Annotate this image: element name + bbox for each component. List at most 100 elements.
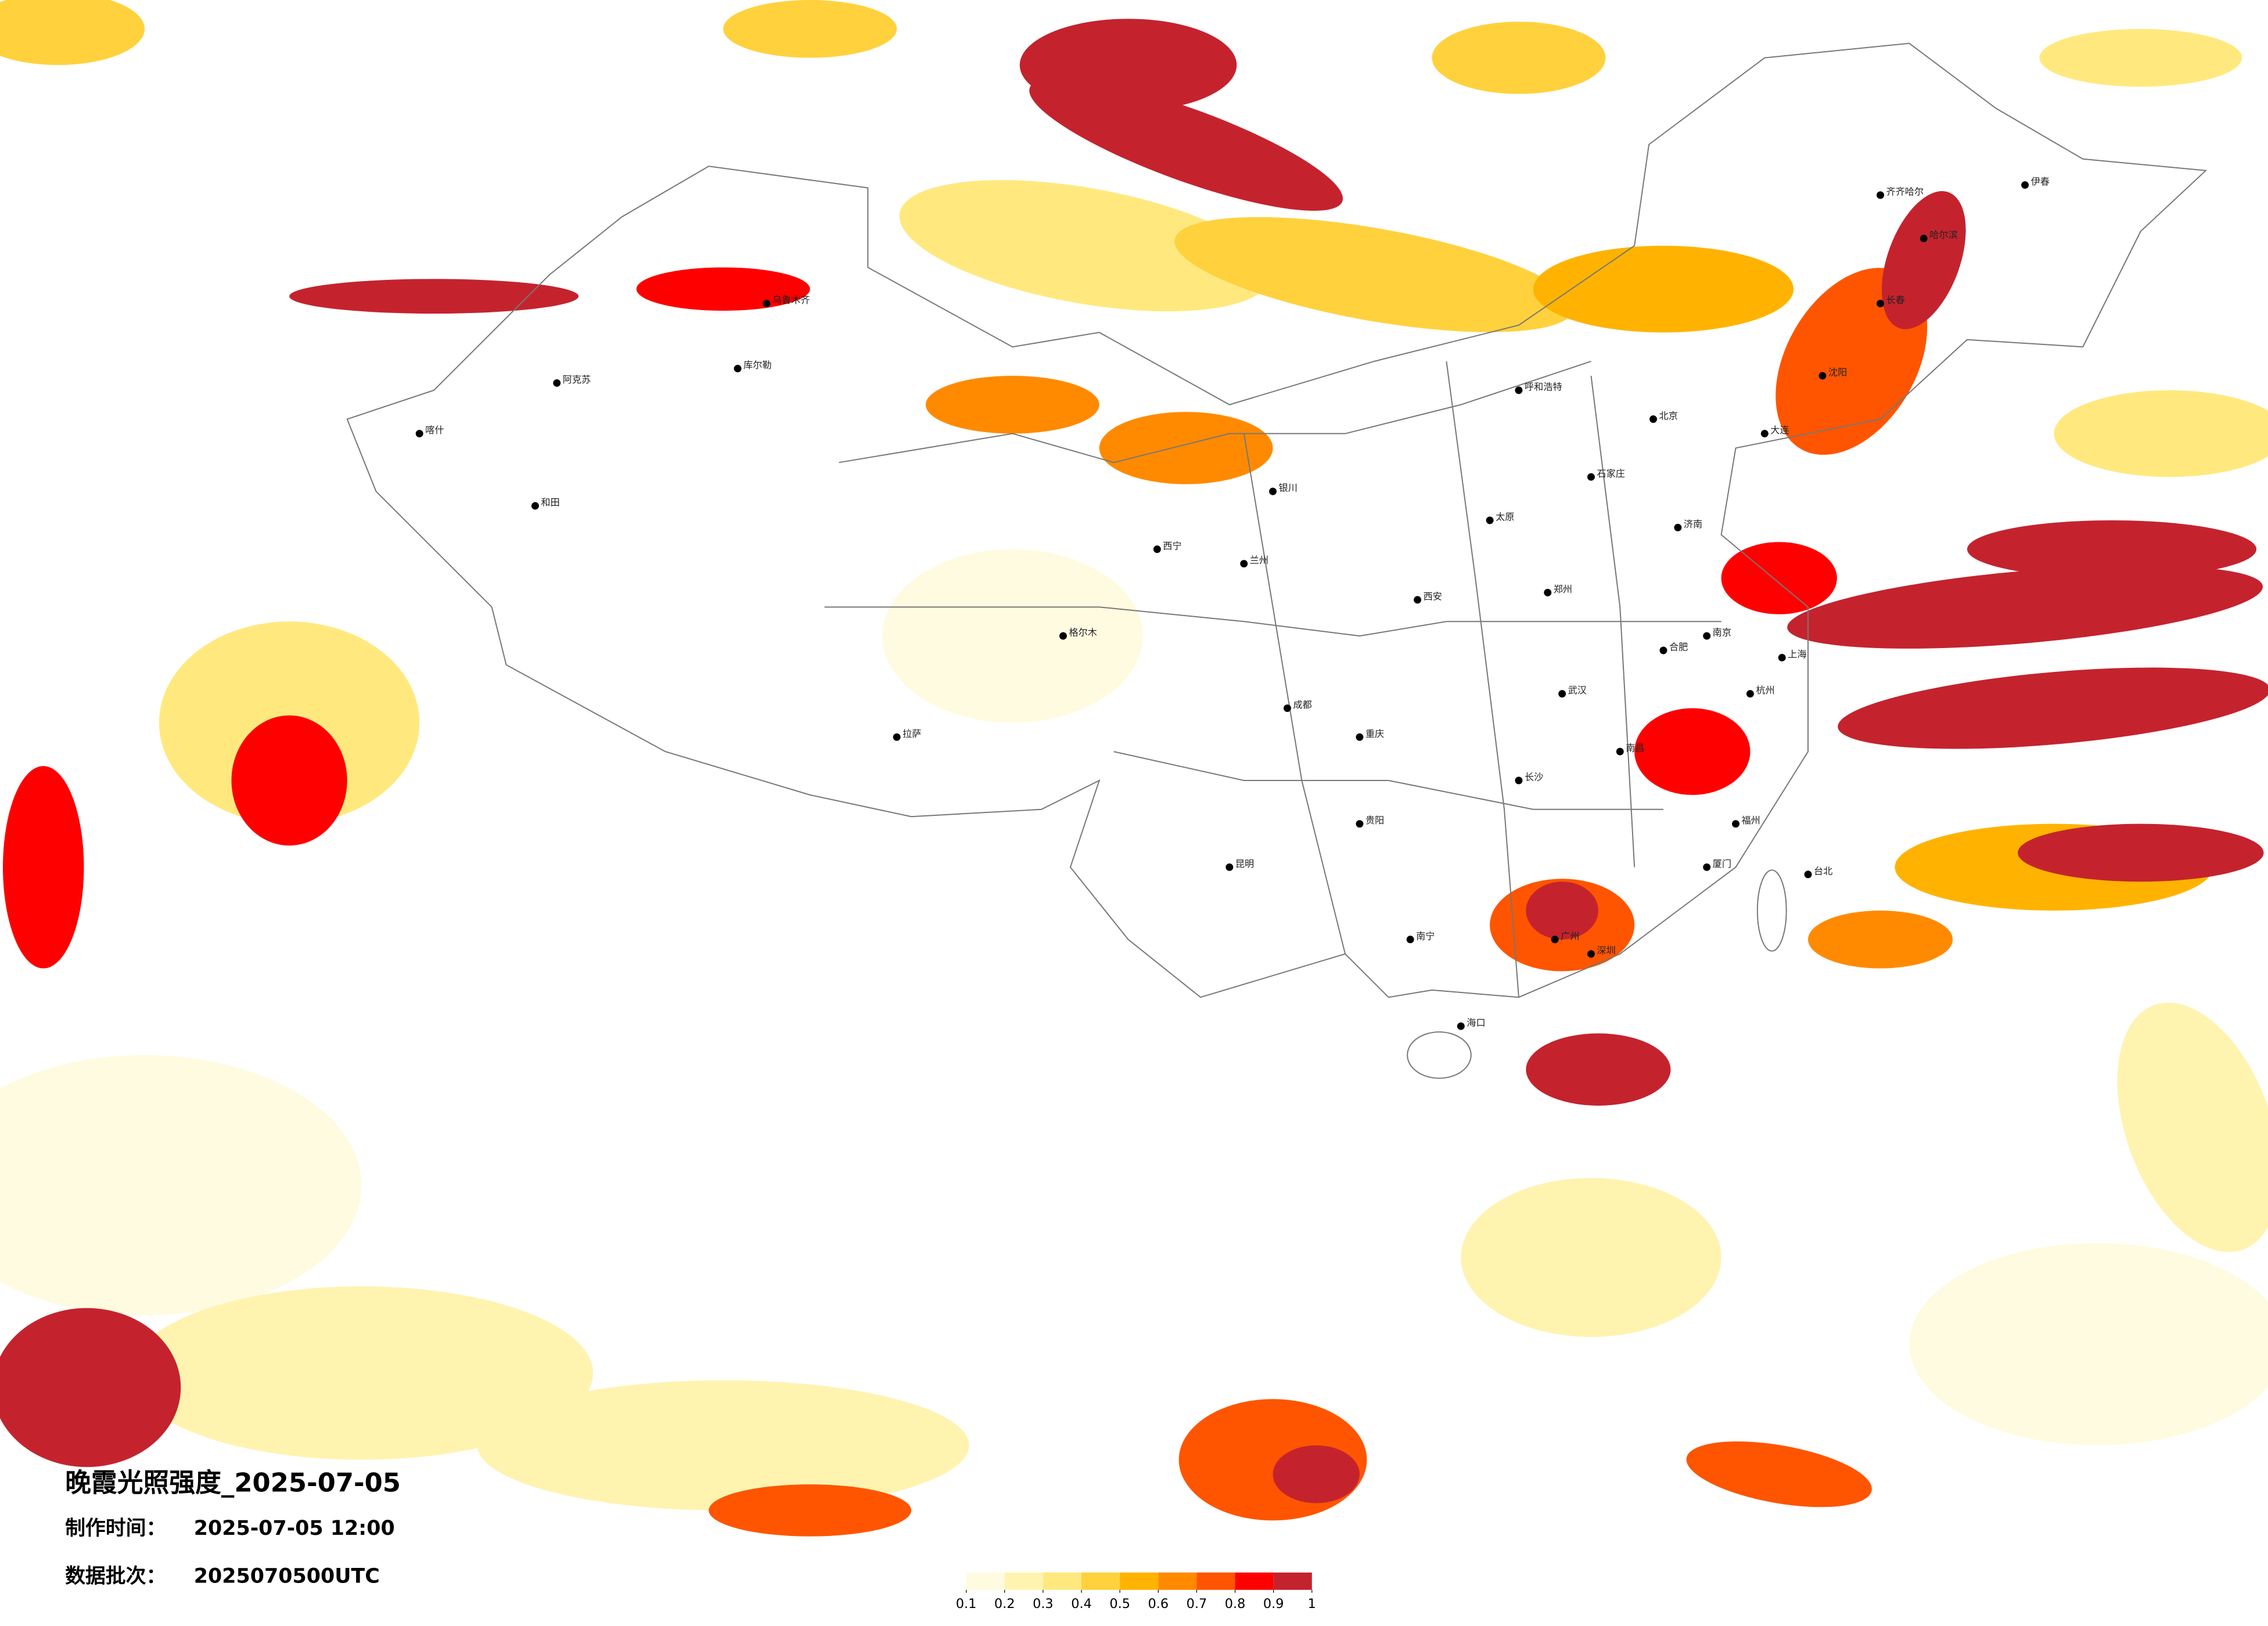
city-dot (1515, 776, 1523, 785)
heat-area (1273, 1445, 1360, 1503)
city-dot (1877, 300, 1885, 308)
city-label: 大连 (1770, 425, 1789, 436)
colorbar-cell (1196, 1572, 1235, 1590)
city-label: 呼和浩特 (1525, 382, 1562, 393)
city-dot (1760, 430, 1769, 438)
city-dot (1551, 936, 1559, 944)
heat-area (1787, 565, 2263, 649)
heat-area (1432, 21, 1606, 94)
city-dot (1153, 545, 1161, 553)
city-label: 格尔木 (1069, 627, 1097, 638)
heat-layer (0, 0, 2268, 1537)
heat-area (882, 549, 1143, 723)
city-dot (1778, 653, 1786, 661)
heat-area (0, 1308, 181, 1467)
city-label: 喀什 (425, 425, 444, 436)
city-label: 厦门 (1713, 858, 1731, 869)
heat-area (1174, 217, 1574, 332)
city-dot (1732, 820, 1739, 828)
batch-value: 2025070500UTC (194, 1564, 380, 1588)
heat-area (0, 1055, 362, 1315)
city-dot (1414, 596, 1422, 604)
heat-area (1909, 1243, 2268, 1445)
city-label: 沈阳 (1828, 367, 1847, 378)
made-time-label: 制作时间： (65, 1517, 166, 1540)
city-dot (1356, 733, 1364, 741)
city-dot (1659, 646, 1667, 654)
city-label: 南宁 (1416, 930, 1435, 941)
city-dot (1703, 863, 1711, 871)
heat-area (130, 1286, 594, 1460)
colorbar-tick-label: 0.7 (1187, 1596, 1207, 1611)
city-dot (1804, 870, 1812, 879)
colorbar-tick-label: 0.1 (956, 1596, 977, 1611)
city-dot (1406, 936, 1414, 944)
colorbar-cell (1043, 1572, 1082, 1590)
batch-label: 数据批次： (65, 1564, 166, 1588)
city-label: 合肥 (1669, 642, 1688, 653)
heat-area (1967, 520, 2257, 578)
heat-area (1808, 911, 1953, 969)
heat-area (2039, 28, 2242, 87)
colorbar-tick-label: 0.2 (994, 1596, 1015, 1611)
city-dot (1818, 372, 1827, 380)
heat-area (709, 1484, 911, 1537)
heat-area (2117, 1002, 2268, 1253)
city-label: 西安 (1424, 591, 1442, 602)
city-dot (1558, 690, 1566, 698)
heat-area (2, 766, 84, 969)
city-label: 昆明 (1235, 858, 1254, 869)
city-label: 石家庄 (1597, 468, 1625, 479)
map-title: 晚霞光照强度_2025-07-05 (65, 1467, 401, 1498)
taiwan-border (1756, 869, 1787, 952)
city-label: 齐齐哈尔 (1886, 186, 1924, 197)
heat-area (1881, 191, 1966, 329)
city-label: 郑州 (1554, 584, 1572, 595)
city-label: 库尔勒 (743, 359, 772, 370)
heat-area (1526, 882, 1598, 940)
colorbar-tick-label: 0.3 (1033, 1596, 1054, 1611)
heat-area (1634, 708, 1751, 795)
city-dot (553, 379, 561, 387)
heat-area (1099, 412, 1273, 484)
colorbar-cell (1004, 1572, 1043, 1590)
city-label: 上海 (1788, 649, 1806, 660)
heat-area (1526, 1033, 1671, 1106)
colorbar-tick-label: 1 (1308, 1596, 1316, 1611)
heat-area (1686, 1441, 1872, 1508)
city-dot (1240, 560, 1248, 568)
borders (346, 42, 2208, 1079)
colorbar-cell (1120, 1572, 1159, 1590)
city-dot (2021, 181, 2029, 189)
city-label: 海口 (1467, 1017, 1485, 1028)
city-label: 长沙 (1525, 772, 1543, 783)
heat-area (899, 180, 1271, 312)
heat-area (477, 1380, 969, 1510)
city-dot (1269, 487, 1277, 495)
heat-area (231, 715, 347, 846)
city-label: 北京 (1659, 410, 1678, 421)
heat-area (1721, 542, 1837, 614)
heat-area (1533, 246, 1794, 333)
colorbar-cell (1273, 1572, 1312, 1590)
city-dot (1284, 704, 1291, 713)
city-dot (531, 502, 539, 510)
city-dot (1877, 191, 1885, 199)
hainan-border (1407, 1031, 1472, 1079)
city-dot (415, 430, 423, 438)
city-label: 南京 (1713, 627, 1731, 638)
city-dot (1515, 386, 1523, 394)
city-label: 台北 (1814, 865, 1832, 876)
heat-area (1029, 78, 1343, 211)
city-label: 南昌 (1626, 743, 1644, 754)
city-label: 深圳 (1597, 945, 1615, 956)
province-border (824, 361, 1721, 998)
city-label: 广州 (1561, 930, 1579, 941)
heat-area (0, 0, 145, 65)
city-dot (1616, 747, 1624, 756)
city-label: 哈尔滨 (1929, 229, 1958, 240)
colorbar: 0.1 0.2 0.3 0.4 0.5 0.6 0.7 0.8 0.9 1 (956, 1572, 1316, 1611)
